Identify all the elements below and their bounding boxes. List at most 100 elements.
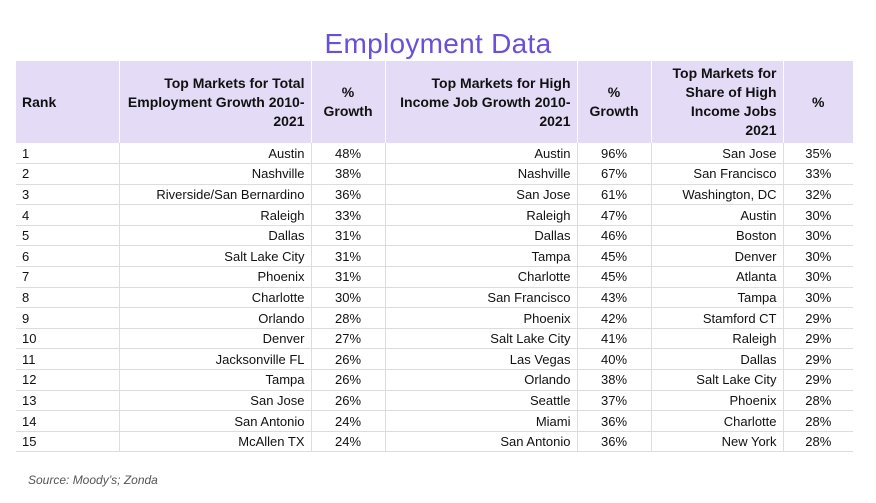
high-income-share-pct-cell: 28% bbox=[782, 390, 853, 412]
high-income-growth-pct-cell: 45% bbox=[576, 266, 651, 288]
rank-cell: 15 bbox=[16, 431, 119, 453]
header-row: Rank Top Markets for Total Employment Gr… bbox=[16, 61, 853, 143]
rank-cell: 4 bbox=[16, 204, 119, 226]
high-income-growth-pct-cell: 36% bbox=[576, 410, 651, 432]
high-income-share-market-cell: Boston bbox=[650, 225, 783, 247]
total-growth-market-cell: Charlotte bbox=[118, 287, 311, 309]
source-note: Source: Moody’s; Zonda bbox=[28, 473, 158, 487]
total-growth-market-cell: Phoenix bbox=[118, 266, 311, 288]
high-income-growth-market-cell: San Antonio bbox=[384, 431, 577, 453]
table-row: 13 San Jose 26% Seattle 37% Phoenix 28% bbox=[16, 390, 853, 412]
table-row: 12 Tampa 26% Orlando 38% Salt Lake City 29% bbox=[16, 369, 853, 391]
total-growth-pct-cell: 27% bbox=[310, 328, 385, 350]
high-income-growth-pct-cell: 45% bbox=[576, 245, 651, 268]
rank-cell: 1 bbox=[16, 143, 119, 165]
high-income-growth-market-cell: Seattle bbox=[384, 390, 577, 412]
high-income-growth-market-cell: Austin bbox=[384, 143, 577, 165]
total-growth-pct-cell: 31% bbox=[310, 266, 385, 288]
high-income-growth-market-cell: San Francisco bbox=[384, 287, 577, 309]
table-row: 1 Austin 48% Austin 96% San Jose 35% bbox=[16, 143, 853, 165]
total-growth-pct-cell: 31% bbox=[310, 225, 385, 247]
high-income-share-pct-cell: 30% bbox=[782, 266, 853, 288]
total-growth-market-cell: McAllen TX bbox=[118, 431, 311, 453]
rank-cell: 7 bbox=[16, 266, 119, 288]
total-growth-pct-cell: 31% bbox=[310, 245, 385, 268]
high-income-share-pct-cell: 29% bbox=[782, 369, 853, 391]
total-growth-market-cell: Jacksonville FL bbox=[118, 348, 311, 371]
header-high-income-share-pct: % bbox=[782, 61, 853, 143]
total-growth-market-cell: Orlando bbox=[118, 307, 311, 329]
total-growth-pct-cell: 28% bbox=[310, 307, 385, 329]
total-growth-pct-cell: 24% bbox=[310, 410, 385, 432]
high-income-share-pct-cell: 28% bbox=[782, 431, 853, 453]
high-income-share-market-cell: Salt Lake City bbox=[650, 369, 783, 391]
total-growth-market-cell: Raleigh bbox=[118, 204, 311, 226]
high-income-share-pct-cell: 33% bbox=[782, 163, 853, 185]
high-income-growth-pct-cell: 42% bbox=[576, 307, 651, 329]
total-growth-pct-cell: 30% bbox=[310, 287, 385, 309]
table-row: 8 Charlotte 30% San Francisco 43% Tampa 30% bbox=[16, 287, 853, 309]
high-income-growth-pct-cell: 61% bbox=[576, 184, 651, 206]
rank-cell: 10 bbox=[16, 328, 119, 350]
high-income-growth-pct-cell: 41% bbox=[576, 328, 651, 350]
rank-cell: 2 bbox=[16, 163, 119, 185]
high-income-share-market-cell: Phoenix bbox=[650, 390, 783, 412]
high-income-growth-market-cell: Tampa bbox=[384, 245, 577, 268]
high-income-share-market-cell: Dallas bbox=[650, 348, 783, 371]
header-high-income-share-markets: Top Markets for Share of High Income Job… bbox=[650, 61, 783, 143]
high-income-share-market-cell: Raleigh bbox=[650, 328, 783, 350]
rank-cell: 6 bbox=[16, 245, 119, 268]
total-growth-pct-cell: 36% bbox=[310, 184, 385, 206]
high-income-share-pct-cell: 35% bbox=[782, 143, 853, 165]
header-rank: Rank bbox=[16, 61, 119, 143]
high-income-growth-pct-cell: 43% bbox=[576, 287, 651, 309]
header-high-income-growth-markets: Top Markets for High Income Job Growth 2… bbox=[384, 61, 577, 143]
total-growth-market-cell: Tampa bbox=[118, 369, 311, 391]
high-income-share-market-cell: Washington, DC bbox=[650, 184, 783, 206]
high-income-share-market-cell: San Jose bbox=[650, 143, 783, 165]
high-income-growth-market-cell: Miami bbox=[384, 410, 577, 432]
high-income-share-market-cell: Atlanta bbox=[650, 266, 783, 288]
total-growth-pct-cell: 24% bbox=[310, 431, 385, 453]
high-income-growth-market-cell: Raleigh bbox=[384, 204, 577, 226]
table-row: 9 Orlando 28% Phoenix 42% Stamford CT 29% bbox=[16, 307, 853, 329]
high-income-growth-pct-cell: 40% bbox=[576, 348, 651, 371]
high-income-share-pct-cell: 30% bbox=[782, 225, 853, 247]
high-income-share-pct-cell: 32% bbox=[782, 184, 853, 206]
high-income-growth-market-cell: Nashville bbox=[384, 163, 577, 185]
high-income-growth-pct-cell: 96% bbox=[576, 143, 651, 165]
rank-cell: 13 bbox=[16, 390, 119, 412]
total-growth-pct-cell: 26% bbox=[310, 369, 385, 391]
rank-cell: 11 bbox=[16, 348, 119, 371]
high-income-share-market-cell: Tampa bbox=[650, 287, 783, 309]
total-growth-market-cell: Salt Lake City bbox=[118, 245, 311, 268]
high-income-share-market-cell: Stamford CT bbox=[650, 307, 783, 329]
high-income-growth-pct-cell: 38% bbox=[576, 369, 651, 391]
rank-cell: 14 bbox=[16, 410, 119, 432]
high-income-growth-pct-cell: 46% bbox=[576, 225, 651, 247]
table-row: 7 Phoenix 31% Charlotte 45% Atlanta 30% bbox=[16, 266, 853, 288]
high-income-growth-market-cell: Phoenix bbox=[384, 307, 577, 329]
table-row: 10 Denver 27% Salt Lake City 41% Raleigh 29% bbox=[16, 328, 853, 350]
total-growth-market-cell: San Jose bbox=[118, 390, 311, 412]
total-growth-market-cell: Denver bbox=[118, 328, 311, 350]
employment-table: Rank Top Markets for Total Employment Gr… bbox=[16, 61, 853, 453]
table-row: 5 Dallas 31% Dallas 46% Boston 30% bbox=[16, 225, 853, 247]
rank-cell: 5 bbox=[16, 225, 119, 247]
page-title: Employment Data bbox=[324, 28, 552, 59]
high-income-share-pct-cell: 29% bbox=[782, 348, 853, 371]
high-income-growth-market-cell: Dallas bbox=[384, 225, 577, 247]
high-income-share-pct-cell: 29% bbox=[782, 328, 853, 350]
high-income-growth-pct-cell: 37% bbox=[576, 390, 651, 412]
high-income-growth-pct-cell: 47% bbox=[576, 204, 651, 226]
table-row: 3 Riverside/San Bernardino 36% San Jose 61% W… bbox=[16, 184, 853, 206]
total-growth-market-cell: Nashville bbox=[118, 163, 311, 185]
rank-cell: 9 bbox=[16, 307, 119, 329]
table-row: 11 Jacksonville FL 26% Las Vegas 40% Dallas 29… bbox=[16, 348, 853, 371]
high-income-growth-pct-cell: 67% bbox=[576, 163, 651, 185]
rank-cell: 12 bbox=[16, 369, 119, 391]
high-income-share-market-cell: New York bbox=[650, 431, 783, 453]
rank-cell: 3 bbox=[16, 184, 119, 206]
total-growth-market-cell: Austin bbox=[118, 143, 311, 165]
total-growth-market-cell: Riverside/San Bernardino bbox=[118, 184, 311, 206]
